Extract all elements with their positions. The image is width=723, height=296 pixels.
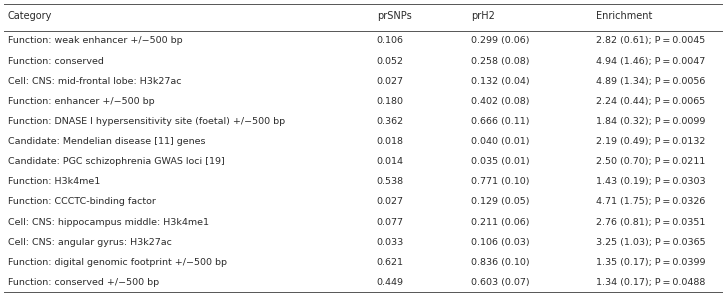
Bar <box>4 272 722 292</box>
Text: Function: conserved: Function: conserved <box>8 57 104 66</box>
Text: 0.449: 0.449 <box>377 278 403 287</box>
Text: 0.035 (0.01): 0.035 (0.01) <box>471 157 529 166</box>
Text: 0.027: 0.027 <box>377 77 403 86</box>
Text: 1.43 (0.19); P = 0.0303: 1.43 (0.19); P = 0.0303 <box>596 177 706 186</box>
Bar <box>4 111 722 131</box>
Text: Function: digital genomic footprint +/−500 bp: Function: digital genomic footprint +/−5… <box>8 258 227 267</box>
Text: 0.180: 0.180 <box>377 97 403 106</box>
Text: Function: weak enhancer +/−500 bp: Function: weak enhancer +/−500 bp <box>8 36 183 46</box>
Text: 4.89 (1.34); P = 0.0056: 4.89 (1.34); P = 0.0056 <box>596 77 706 86</box>
Bar <box>4 192 722 212</box>
Text: 0.258 (0.08): 0.258 (0.08) <box>471 57 529 66</box>
Text: Function: DNASE I hypersensitivity site (foetal) +/−500 bp: Function: DNASE I hypersensitivity site … <box>8 117 285 126</box>
Text: prSNPs: prSNPs <box>377 11 411 21</box>
Text: 0.014: 0.014 <box>377 157 403 166</box>
Text: 0.299 (0.06): 0.299 (0.06) <box>471 36 529 46</box>
Text: 0.836 (0.10): 0.836 (0.10) <box>471 258 529 267</box>
Bar <box>4 91 722 111</box>
Text: 0.033: 0.033 <box>377 238 404 247</box>
Text: Function: enhancer +/−500 bp: Function: enhancer +/−500 bp <box>8 97 155 106</box>
Bar <box>4 212 722 232</box>
Text: 0.040 (0.01): 0.040 (0.01) <box>471 137 529 146</box>
Text: 0.106: 0.106 <box>377 36 403 46</box>
Text: 1.34 (0.17); P = 0.0488: 1.34 (0.17); P = 0.0488 <box>596 278 706 287</box>
Text: prH2: prH2 <box>471 11 495 21</box>
Bar <box>4 71 722 91</box>
Text: Function: H3k4me1: Function: H3k4me1 <box>8 177 100 186</box>
Text: 4.94 (1.46); P = 0.0047: 4.94 (1.46); P = 0.0047 <box>596 57 706 66</box>
Text: Function: conserved +/−500 bp: Function: conserved +/−500 bp <box>8 278 159 287</box>
Text: 0.211 (0.06): 0.211 (0.06) <box>471 218 529 226</box>
Text: 2.76 (0.81); P = 0.0351: 2.76 (0.81); P = 0.0351 <box>596 218 706 226</box>
Text: 2.19 (0.49); P = 0.0132: 2.19 (0.49); P = 0.0132 <box>596 137 706 146</box>
Text: Candidate: PGC schizophrenia GWAS loci [19]: Candidate: PGC schizophrenia GWAS loci [… <box>8 157 225 166</box>
Text: 1.35 (0.17); P = 0.0399: 1.35 (0.17); P = 0.0399 <box>596 258 706 267</box>
Bar <box>4 152 722 172</box>
Text: 2.82 (0.61); P = 0.0045: 2.82 (0.61); P = 0.0045 <box>596 36 706 46</box>
Text: 0.106 (0.03): 0.106 (0.03) <box>471 238 529 247</box>
Text: 0.603 (0.07): 0.603 (0.07) <box>471 278 529 287</box>
Text: 2.50 (0.70); P = 0.0211: 2.50 (0.70); P = 0.0211 <box>596 157 706 166</box>
Text: 1.84 (0.32); P = 0.0099: 1.84 (0.32); P = 0.0099 <box>596 117 706 126</box>
Text: 0.018: 0.018 <box>377 137 403 146</box>
Text: 2.24 (0.44); P = 0.0065: 2.24 (0.44); P = 0.0065 <box>596 97 706 106</box>
Text: Enrichment: Enrichment <box>596 11 653 21</box>
Text: 0.027: 0.027 <box>377 197 403 206</box>
Bar <box>4 232 722 252</box>
Text: 0.771 (0.10): 0.771 (0.10) <box>471 177 529 186</box>
Bar <box>4 252 722 272</box>
Bar <box>4 31 722 51</box>
Text: 0.052: 0.052 <box>377 57 403 66</box>
Text: 0.129 (0.05): 0.129 (0.05) <box>471 197 529 206</box>
Text: Candidate: Mendelian disease [11] genes: Candidate: Mendelian disease [11] genes <box>8 137 205 146</box>
Text: 0.538: 0.538 <box>377 177 404 186</box>
Text: Category: Category <box>8 11 52 21</box>
Text: 0.362: 0.362 <box>377 117 404 126</box>
Text: 0.621: 0.621 <box>377 258 403 267</box>
Text: 0.402 (0.08): 0.402 (0.08) <box>471 97 529 106</box>
Bar <box>4 51 722 71</box>
Text: Cell: CNS: hippocampus middle: H3k4me1: Cell: CNS: hippocampus middle: H3k4me1 <box>8 218 209 226</box>
Text: Function: CCCTC-binding factor: Function: CCCTC-binding factor <box>8 197 156 206</box>
Text: Cell: CNS: mid-frontal lobe: H3k27ac: Cell: CNS: mid-frontal lobe: H3k27ac <box>8 77 181 86</box>
Bar <box>4 172 722 192</box>
Text: 3.25 (1.03); P = 0.0365: 3.25 (1.03); P = 0.0365 <box>596 238 706 247</box>
Text: 4.71 (1.75); P = 0.0326: 4.71 (1.75); P = 0.0326 <box>596 197 706 206</box>
Text: Cell: CNS: angular gyrus: H3k27ac: Cell: CNS: angular gyrus: H3k27ac <box>8 238 172 247</box>
Text: 0.132 (0.04): 0.132 (0.04) <box>471 77 529 86</box>
Bar <box>4 131 722 152</box>
Text: 0.077: 0.077 <box>377 218 403 226</box>
Text: 0.666 (0.11): 0.666 (0.11) <box>471 117 529 126</box>
